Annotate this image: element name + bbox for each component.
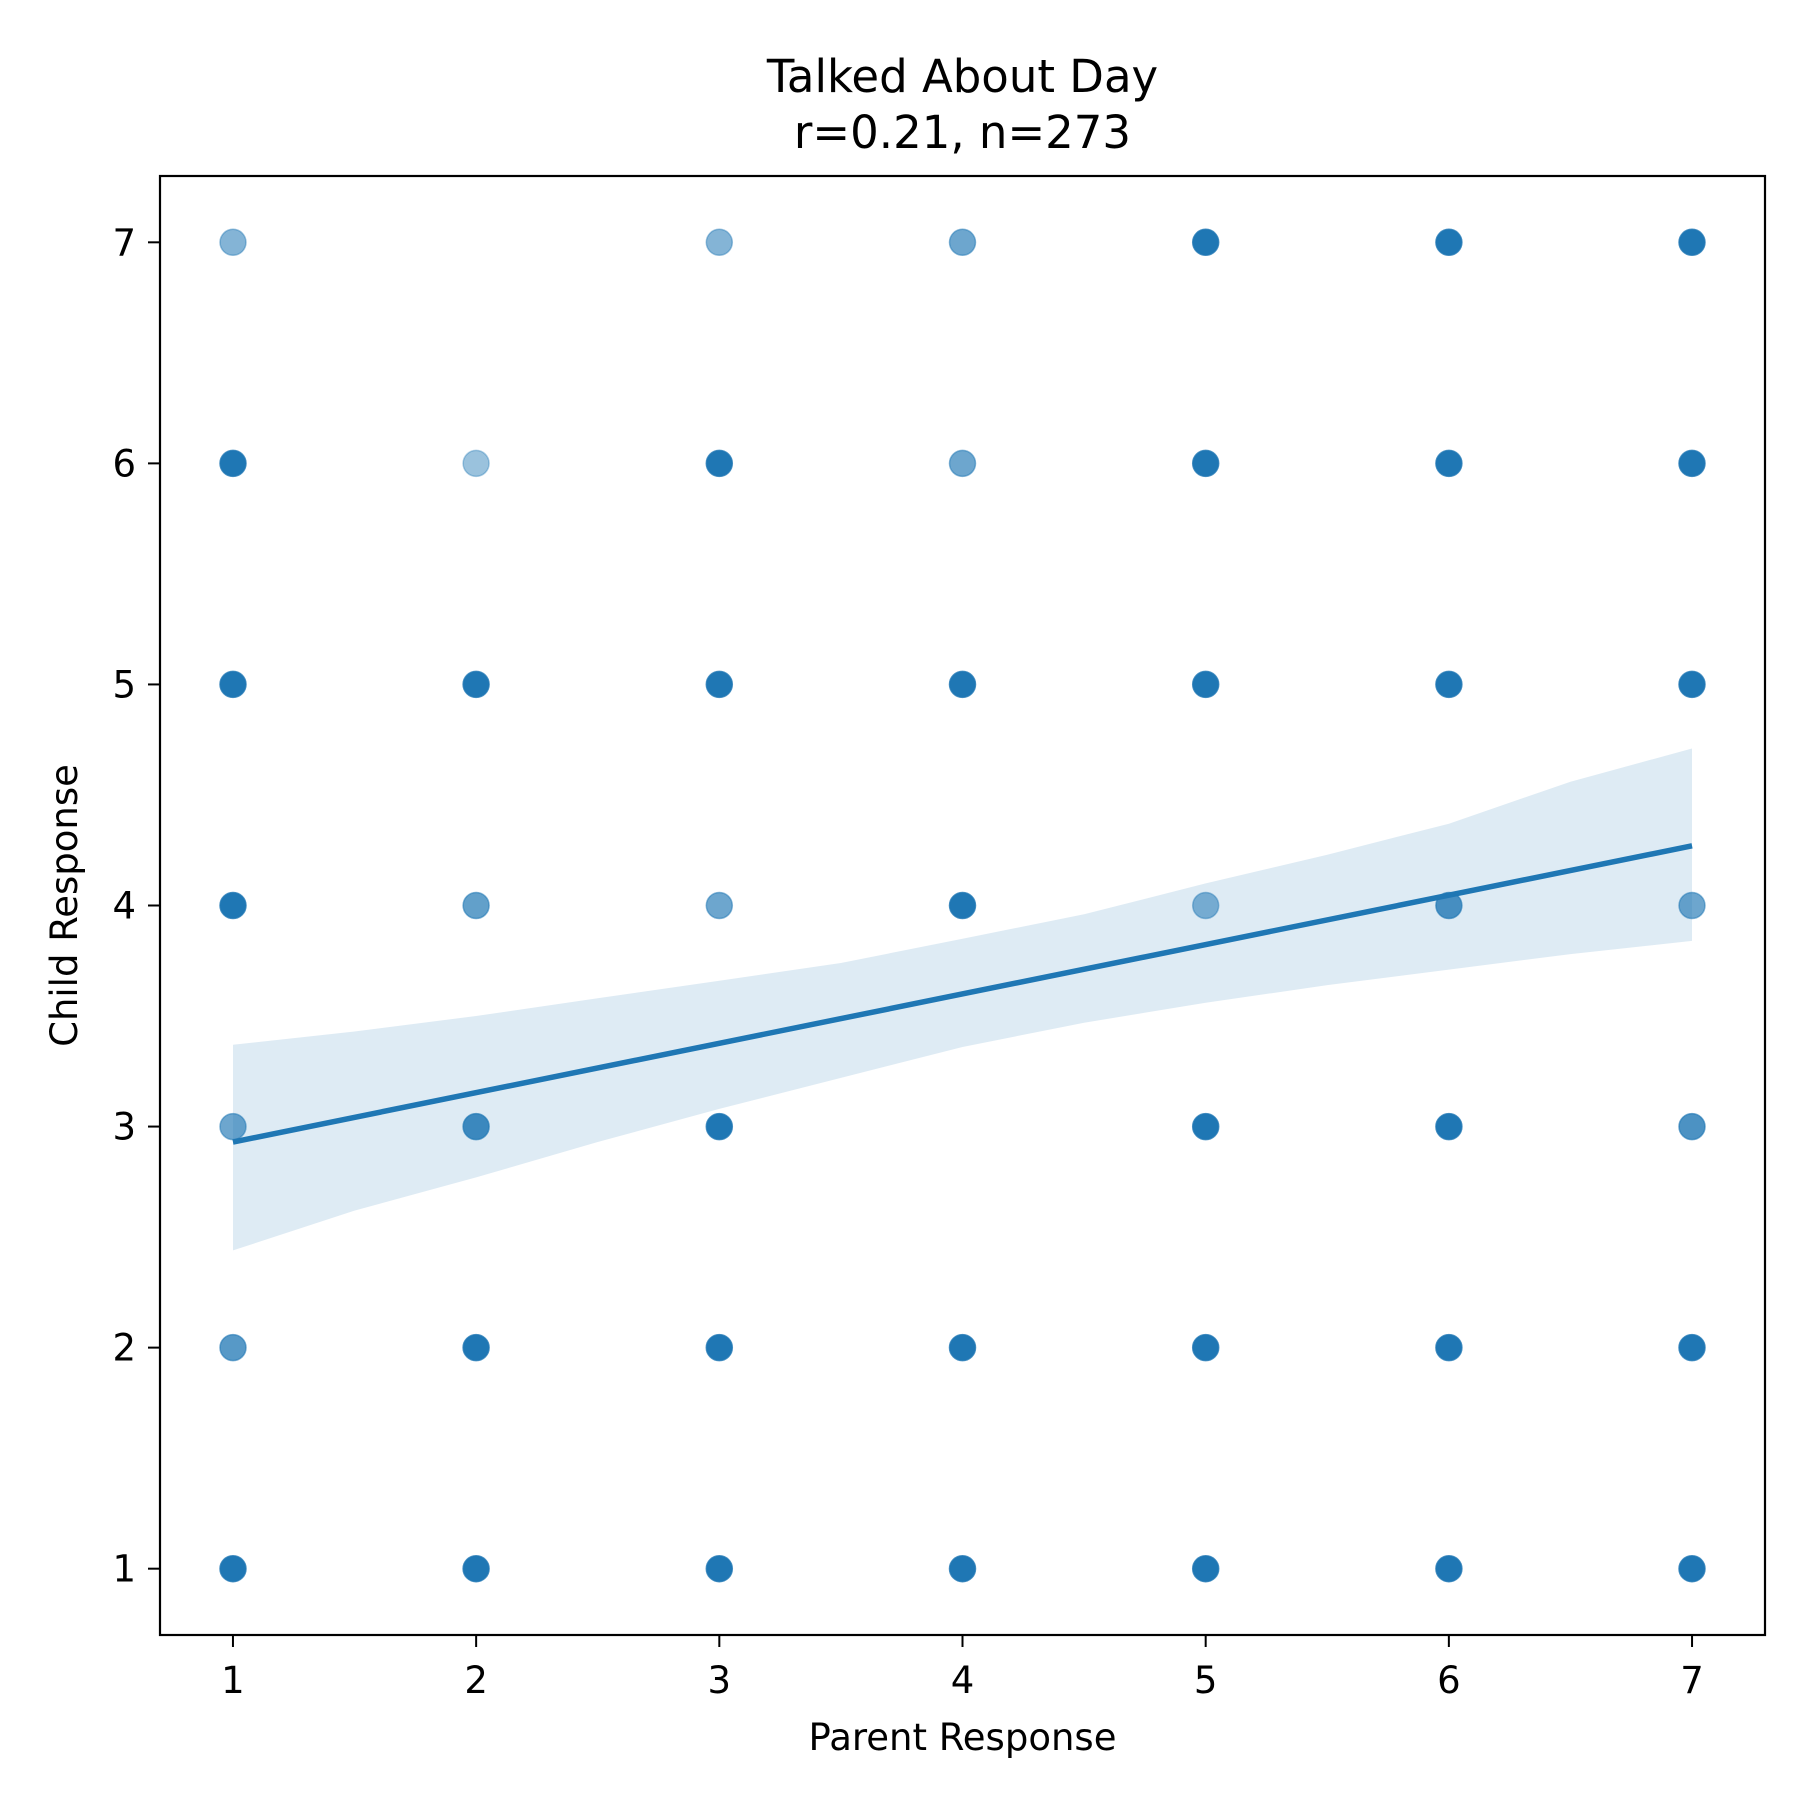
y-tick-label: 3 bbox=[112, 1106, 136, 1149]
y-axis-label: Child Response bbox=[43, 764, 86, 1047]
data-point bbox=[1678, 1333, 1706, 1362]
data-point bbox=[462, 670, 490, 699]
y-tick-label: 5 bbox=[112, 663, 136, 706]
regression-line bbox=[232, 843, 1693, 1145]
data-point bbox=[462, 449, 490, 478]
data-point bbox=[948, 228, 977, 257]
x-tick-label: 7 bbox=[1680, 1659, 1704, 1702]
data-point bbox=[705, 1112, 734, 1141]
data-point bbox=[1191, 1333, 1220, 1362]
confidence-band-layer bbox=[233, 748, 1692, 1251]
points-layer bbox=[219, 228, 1706, 1583]
x-tick-label: 1 bbox=[221, 1659, 245, 1702]
data-point bbox=[219, 228, 247, 257]
data-point bbox=[1435, 228, 1463, 257]
data-point bbox=[948, 449, 977, 478]
data-point bbox=[1678, 228, 1706, 257]
y-axis-ticks: 1 2 3 4 5 6 7 bbox=[112, 221, 160, 1591]
y-tick-label: 1 bbox=[112, 1548, 136, 1591]
x-axis-label: Parent Response bbox=[809, 1716, 1117, 1759]
data-point bbox=[1191, 1554, 1220, 1583]
data-point bbox=[219, 1554, 247, 1583]
data-point bbox=[1678, 891, 1706, 920]
regression-line-layer bbox=[232, 843, 1693, 1145]
data-point bbox=[948, 1554, 977, 1583]
data-point bbox=[462, 1554, 490, 1583]
data-point bbox=[1678, 449, 1706, 478]
data-point bbox=[1191, 1112, 1220, 1141]
x-tick-label: 5 bbox=[1194, 1659, 1218, 1702]
x-axis-ticks: 1 2 3 4 5 6 7 bbox=[221, 1635, 1704, 1702]
y-tick-label: 2 bbox=[112, 1327, 136, 1370]
data-point bbox=[948, 891, 977, 920]
data-point bbox=[1191, 670, 1220, 699]
data-point bbox=[705, 1554, 734, 1583]
data-point bbox=[219, 449, 247, 478]
data-point bbox=[219, 1112, 247, 1141]
data-point bbox=[1435, 670, 1463, 699]
data-point bbox=[219, 891, 247, 920]
y-tick-label: 6 bbox=[112, 442, 136, 485]
data-point bbox=[705, 891, 734, 920]
data-point bbox=[948, 670, 977, 699]
chart-title: Talked About Day bbox=[766, 50, 1158, 103]
data-point bbox=[705, 228, 734, 257]
data-point bbox=[462, 891, 490, 920]
data-point bbox=[1435, 1554, 1463, 1583]
data-point bbox=[705, 449, 734, 478]
data-point bbox=[219, 1333, 247, 1362]
y-tick-label: 4 bbox=[112, 885, 136, 928]
x-tick-label: 6 bbox=[1437, 1659, 1461, 1702]
data-point bbox=[1435, 449, 1463, 478]
x-tick-label: 3 bbox=[708, 1659, 732, 1702]
data-point bbox=[1191, 228, 1220, 257]
data-point bbox=[1435, 1333, 1463, 1362]
data-point bbox=[705, 670, 734, 699]
data-point bbox=[462, 1112, 490, 1141]
data-point bbox=[1191, 891, 1220, 920]
x-tick-label: 2 bbox=[464, 1659, 488, 1702]
data-point bbox=[705, 1333, 734, 1362]
chart-subtitle: r=0.21, n=273 bbox=[794, 106, 1131, 159]
data-point bbox=[1435, 1112, 1463, 1141]
confidence-band bbox=[233, 748, 1692, 1251]
data-point bbox=[219, 670, 247, 699]
y-tick-label: 7 bbox=[112, 221, 136, 264]
data-point bbox=[462, 1333, 490, 1362]
data-point bbox=[1678, 670, 1706, 699]
x-tick-label: 4 bbox=[951, 1659, 975, 1702]
data-point bbox=[1678, 1112, 1706, 1141]
data-point bbox=[948, 1333, 977, 1362]
data-point bbox=[1191, 449, 1220, 478]
data-point bbox=[1678, 1554, 1706, 1583]
